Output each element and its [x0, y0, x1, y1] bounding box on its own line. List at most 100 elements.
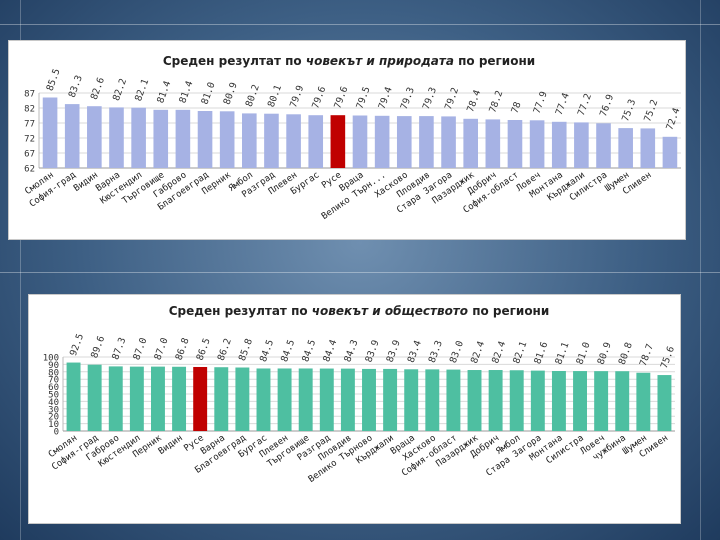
- bar: [340, 368, 355, 431]
- data-label: 75.2: [642, 98, 660, 123]
- data-label: 84.5: [258, 338, 276, 363]
- chart-panel-society: Среден резултат по човекът и обществото …: [28, 294, 681, 524]
- chart-title: Среден резултат по човекът и природата п…: [163, 54, 535, 68]
- data-label: 77.4: [554, 91, 572, 117]
- data-label: 86.5: [195, 337, 213, 362]
- data-label: 83.4: [406, 339, 424, 365]
- chart-title-italic: човекът и обществото: [312, 304, 468, 318]
- bar: [197, 111, 213, 168]
- bar: [193, 366, 208, 431]
- bar: [242, 113, 257, 168]
- data-label: 79.6: [332, 85, 350, 111]
- bar: [286, 114, 301, 168]
- y-tick-label: 10: [48, 420, 59, 430]
- bar: [352, 115, 368, 168]
- bar: [264, 113, 279, 168]
- bar: [131, 107, 146, 168]
- y-tick-label: 20: [48, 413, 59, 423]
- bar: [419, 116, 434, 168]
- bar-chart-society: Среден резултат по човекът и обществото …: [43, 304, 677, 485]
- data-label: 84.4: [321, 338, 339, 364]
- y-tick-label: 67: [24, 150, 35, 160]
- data-label: 84.5: [279, 338, 297, 363]
- data-label: 81.1: [553, 340, 571, 366]
- data-label: 80.9: [222, 81, 240, 107]
- bar: [175, 109, 191, 168]
- bar: [151, 366, 165, 431]
- decorative-line-top: [0, 24, 720, 25]
- data-label: 81.4: [177, 79, 195, 105]
- y-tick-label: 30: [48, 405, 59, 415]
- y-tick-label: 62: [24, 165, 35, 175]
- data-label: 82.1: [511, 340, 529, 366]
- data-label: 80.9: [596, 341, 614, 367]
- bar: [256, 368, 271, 431]
- bar: [219, 111, 235, 168]
- data-label: 75.3: [620, 98, 638, 123]
- y-tick-label: 72: [24, 135, 35, 145]
- data-label: 81.0: [575, 341, 593, 367]
- bar: [64, 104, 80, 168]
- data-label: 82.2: [111, 77, 129, 102]
- bar: [308, 115, 324, 168]
- data-label: 87.0: [131, 336, 149, 362]
- bar: [485, 119, 501, 168]
- data-label: 80.2: [244, 83, 262, 108]
- bar: [374, 115, 390, 168]
- bar: [383, 368, 398, 431]
- x-category-label: Видин: [157, 433, 185, 457]
- bar: [618, 128, 633, 168]
- bar: [396, 116, 412, 168]
- bar: [235, 367, 250, 431]
- bar: [298, 368, 313, 431]
- y-tick-label: 50: [48, 391, 59, 401]
- y-tick-label: 0: [54, 428, 59, 438]
- bar: [596, 123, 611, 168]
- data-label: 80.1: [266, 83, 284, 109]
- chart-title-part: по региони: [468, 304, 549, 318]
- bar: [657, 375, 672, 431]
- bar: [615, 371, 630, 431]
- bar: [463, 118, 478, 168]
- y-tick-label: 80: [48, 368, 59, 378]
- data-label: 79.6: [310, 85, 328, 111]
- data-label: 77.9: [532, 90, 550, 116]
- chart-panel-nature: Среден резултат по човекът и природата п…: [8, 40, 686, 240]
- bar: [594, 371, 609, 431]
- data-label: 87.0: [152, 336, 170, 362]
- bar: [87, 364, 102, 431]
- data-label: 82.4: [469, 340, 487, 366]
- bar: [108, 366, 123, 431]
- data-label: 83.3: [67, 74, 85, 99]
- data-label: 92.5: [68, 332, 86, 357]
- data-label: 84.3: [342, 338, 360, 363]
- chart-title: Среден резултат по човекът и обществото …: [169, 304, 550, 318]
- bar: [509, 370, 524, 431]
- data-label: 85.8: [237, 337, 255, 363]
- bar: [66, 362, 81, 431]
- bar: [153, 109, 169, 168]
- data-label: 79.4: [377, 85, 395, 111]
- data-label: 84.5: [300, 338, 318, 363]
- bar: [129, 366, 144, 431]
- data-label: 79.3: [399, 86, 417, 111]
- data-label: 86.2: [216, 337, 234, 362]
- data-label: 82.1: [133, 77, 151, 103]
- data-label: 81.4: [155, 79, 173, 105]
- chart-title-part: Среден резултат по: [169, 304, 312, 318]
- decorative-line-right: [700, 0, 701, 540]
- bar: [425, 369, 440, 431]
- bar: [551, 121, 567, 168]
- bar: [441, 116, 456, 168]
- data-label: 78.4: [465, 88, 483, 114]
- data-label: 79.5: [354, 85, 372, 110]
- bar: [172, 366, 187, 431]
- bar: [636, 372, 651, 431]
- bar: [574, 122, 589, 168]
- data-label: 83.9: [385, 338, 403, 364]
- bar: [214, 367, 229, 431]
- chart-title-part: по региони: [454, 54, 535, 68]
- bar: [319, 368, 334, 431]
- y-tick-label: 60: [48, 383, 59, 393]
- y-tick-label: 40: [48, 398, 59, 408]
